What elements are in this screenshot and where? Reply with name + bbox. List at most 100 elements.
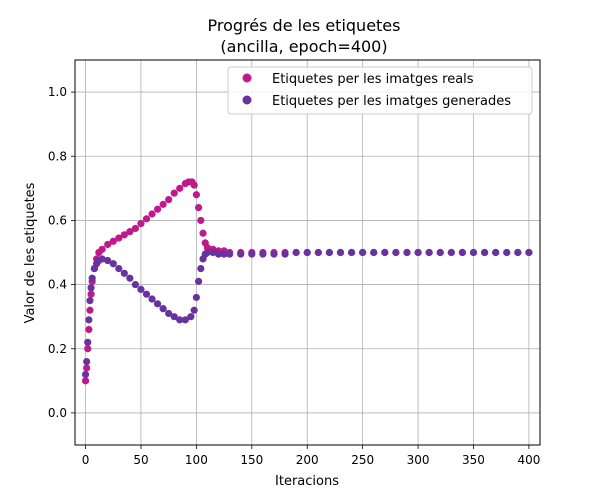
data-point — [131, 280, 140, 289]
y-tick-label: 0.4 — [48, 278, 67, 292]
data-point — [480, 248, 489, 257]
data-point — [159, 200, 167, 208]
x-tick-label: 50 — [133, 453, 148, 467]
data-point — [392, 248, 400, 257]
data-point — [170, 189, 178, 197]
data-point — [325, 248, 333, 257]
data-point — [190, 306, 198, 314]
data-point — [148, 210, 156, 218]
legend-label-generated: Etiquetes per les imatges generades — [272, 94, 511, 109]
data-point — [153, 205, 162, 213]
data-point — [336, 248, 345, 257]
data-point — [248, 250, 256, 258]
data-point — [104, 256, 112, 265]
legend-marker-real — [242, 73, 252, 83]
data-point — [87, 284, 95, 292]
data-point — [142, 215, 151, 223]
x-tick-label: 150 — [240, 453, 263, 467]
x-tick-label: 400 — [517, 453, 540, 467]
data-point — [83, 357, 91, 366]
data-point — [226, 250, 234, 258]
data-point — [176, 184, 184, 192]
data-point — [153, 300, 162, 308]
data-point — [381, 248, 389, 257]
data-point — [120, 231, 128, 239]
data-point — [81, 370, 90, 379]
legend-box — [227, 66, 533, 115]
data-point — [131, 224, 140, 233]
data-point — [209, 248, 217, 257]
data-point — [303, 248, 311, 257]
data-point — [194, 203, 203, 212]
data-point — [514, 248, 522, 257]
data-point — [259, 250, 267, 258]
data-point — [458, 248, 467, 257]
data-point — [98, 245, 106, 253]
data-point — [190, 181, 198, 189]
data-point — [192, 191, 200, 199]
data-point — [165, 195, 173, 204]
x-tick-label: 250 — [351, 453, 374, 467]
y-tick-label: 0.8 — [48, 149, 67, 163]
data-point — [281, 250, 289, 258]
data-point — [87, 290, 95, 298]
axis-ticks: 0 50 100 150 200 250 300 350 400 0.0 0.2 0.4 0.6 0.8 1… — [48, 85, 540, 467]
legend-label-real: Etiquetes per les imatges reals — [272, 72, 474, 87]
data-point — [137, 285, 145, 293]
data-point — [84, 345, 92, 353]
legend: Etiquetes per les imatges reals Etiquete… — [227, 66, 533, 115]
data-point — [176, 316, 184, 324]
data-point — [525, 248, 533, 257]
data-point — [199, 229, 207, 237]
data-point — [197, 216, 205, 225]
data-point — [359, 248, 367, 257]
data-point — [120, 269, 128, 277]
data-point — [181, 316, 189, 324]
y-tick-label: 1.0 — [48, 85, 67, 99]
data-point — [86, 297, 94, 305]
chart-subtitle: (ancilla, epoch=400) — [220, 37, 387, 56]
data-point — [85, 325, 93, 334]
data-point — [192, 293, 200, 302]
data-point — [194, 277, 203, 285]
y-tick-label: 0.6 — [48, 213, 67, 227]
data-point — [292, 248, 300, 257]
data-point — [436, 248, 444, 257]
data-point — [148, 295, 156, 303]
data-point — [126, 274, 134, 282]
x-tick-label: 200 — [296, 453, 319, 467]
data-point — [81, 377, 90, 385]
chart-title: Progrés de les etiquetes — [208, 16, 401, 35]
data-point — [109, 260, 117, 268]
data-point — [85, 316, 93, 324]
data-point — [425, 248, 433, 257]
x-axis-label: Iteracions — [275, 474, 339, 489]
data-point — [469, 248, 478, 257]
data-point — [214, 250, 223, 258]
data-point — [115, 234, 123, 242]
data-point — [142, 290, 151, 298]
data-point — [165, 309, 173, 318]
y-axis-label: Valor de les etiquetes — [23, 182, 38, 323]
y-tick-label: 0.2 — [48, 342, 67, 356]
x-tick-label: 350 — [462, 453, 485, 467]
data-point — [83, 364, 91, 372]
x-tick-label: 0 — [82, 453, 90, 467]
data-point — [492, 248, 500, 257]
data-point — [137, 220, 145, 228]
data-point — [270, 250, 278, 258]
data-point — [237, 250, 245, 258]
data-point — [98, 255, 106, 263]
data-point — [503, 248, 511, 257]
data-point — [370, 248, 378, 257]
y-tick-label: 0.0 — [48, 406, 67, 420]
x-tick-label: 100 — [185, 453, 208, 467]
data-point — [159, 305, 167, 313]
data-point — [84, 338, 92, 346]
data-point — [403, 248, 411, 257]
legend-marker-generated — [242, 95, 252, 105]
data-point — [314, 248, 322, 257]
data-point — [203, 248, 212, 257]
data-point — [220, 250, 228, 258]
